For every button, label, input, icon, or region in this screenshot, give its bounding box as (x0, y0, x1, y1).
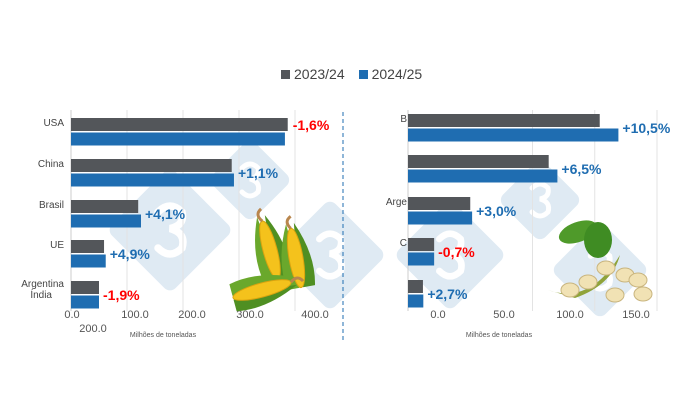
x-tick-label-extra: 200.0 (79, 323, 107, 335)
data-label: +6,5% (561, 161, 602, 177)
bean (633, 286, 653, 302)
bar-2024-25 (408, 211, 473, 225)
bar-2024-25 (408, 128, 619, 142)
data-label: +4,9% (110, 246, 151, 262)
corn-icon (229, 207, 315, 312)
legend-swatch-blue (358, 70, 368, 79)
x-tick-label: 200.0 (178, 309, 206, 321)
chart-soybean: B +10,5% +6,5% Arge +3,0% C -0,7% +2,7% 0.0 50.0 1… (386, 110, 671, 339)
watermark-three-glyph (435, 230, 465, 280)
x-tick-label: 100.0 (121, 309, 149, 321)
bar-2023-24 (71, 200, 139, 213)
category-label: B (400, 114, 407, 125)
bean (560, 282, 580, 298)
category-label: Argentina (21, 279, 64, 290)
bar-2024-25 (71, 173, 234, 187)
bar-2024-25 (71, 254, 106, 268)
bar-2023-24 (408, 238, 435, 251)
bean (578, 274, 598, 290)
data-label: -1,9% (103, 287, 140, 303)
legend-swatch-gray (281, 70, 290, 79)
x-tick-label: 0.0 (64, 309, 79, 321)
legend-item-2024-25: 2024/25 (358, 66, 422, 82)
data-label: +1,1% (238, 165, 279, 181)
category-label: Índia (30, 288, 52, 301)
category-label: C (400, 238, 407, 249)
x-tick-label: 400.0 (301, 309, 329, 321)
x-axis-title: Milhões de toneladas (466, 332, 533, 339)
bar-2024-25 (71, 295, 99, 309)
bean (605, 287, 625, 303)
bar-2024-25 (71, 214, 141, 228)
bean (628, 272, 648, 288)
x-axis-title: Milhões de toneladas (130, 332, 197, 339)
x-tick-label: 0.0 (430, 309, 445, 321)
category-label: UE (50, 240, 64, 251)
data-label: +2,7% (427, 286, 468, 302)
category-label: USA (43, 118, 64, 129)
bar-2023-24 (71, 281, 99, 294)
bar-2024-25 (408, 169, 558, 183)
bean (596, 260, 616, 276)
watermark-diamond (396, 201, 504, 309)
bar-2023-24 (408, 280, 423, 293)
category-label: China (38, 159, 65, 170)
chart-corn: USA -1,6% China +1,1% Brasil +4,1% UE +4,9% Arge… (21, 110, 330, 339)
legend: 2023/24 2024/25 (281, 66, 422, 82)
watermark-three-glyph (315, 230, 345, 280)
data-label: -0,7% (438, 244, 475, 260)
legend-item-2023-24: 2023/24 (281, 66, 345, 82)
watermark-three-glyph (529, 181, 552, 219)
x-tick-label: 150.0 (622, 309, 650, 321)
bar-2023-24 (408, 114, 600, 127)
bar-2023-24 (408, 155, 549, 168)
soybean-icon (548, 220, 653, 303)
data-label: +10,5% (622, 120, 670, 136)
watermark-diamond (109, 169, 231, 291)
category-label: Brasil (39, 200, 64, 211)
bar-2024-25 (408, 294, 424, 308)
x-tick-label: 100.0 (556, 309, 584, 321)
watermark-three-glyph (154, 202, 187, 258)
bar-2024-25 (408, 252, 435, 266)
data-label: +3,0% (476, 203, 517, 219)
bar-2023-24 (71, 118, 288, 131)
data-label: -1,6% (293, 117, 330, 133)
bar-2024-25 (71, 132, 285, 146)
x-tick-label: 300.0 (236, 309, 264, 321)
bar-2023-24 (71, 159, 232, 172)
data-label: +4,1% (145, 206, 186, 222)
x-tick-label: 50.0 (493, 309, 514, 321)
bar-2023-24 (71, 240, 105, 253)
watermark-three-glyph (239, 161, 262, 199)
category-label: Arge (386, 197, 408, 208)
bar-2023-24 (408, 197, 471, 210)
